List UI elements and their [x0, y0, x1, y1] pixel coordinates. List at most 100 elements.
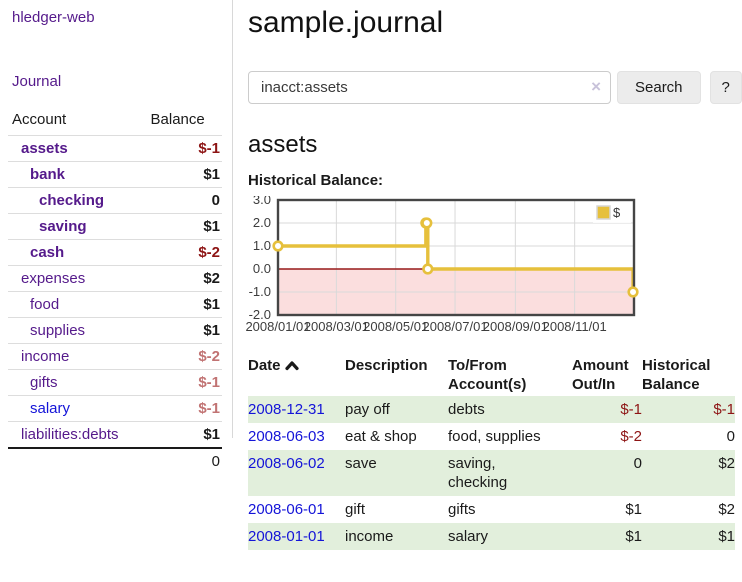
register-header-date[interactable]: Date	[248, 354, 345, 396]
sidebar-account-supplies[interactable]: supplies	[30, 322, 86, 339]
sidebar-account-liabilities-debts[interactable]: liabilities:debts	[21, 426, 119, 443]
chart-data-point	[421, 217, 433, 229]
account-heading: assets	[248, 131, 318, 158]
register-table-body: 2008-12-31 pay off debts $-1 $-1 2008-06-03 ea…	[248, 396, 735, 550]
chart-x-tick-label: 2008/09/01	[483, 319, 548, 334]
sidebar-account-checking[interactable]: checking	[39, 192, 105, 209]
account-name-cell: income	[8, 343, 147, 370]
transaction-accounts: debts	[448, 401, 485, 418]
account-name-cell: saving	[8, 213, 147, 240]
search-button[interactable]: Search	[617, 71, 701, 104]
account-balance: $-1	[146, 369, 222, 396]
account-row: supplies $1	[8, 317, 222, 344]
accounts-total-spacer	[8, 447, 147, 474]
accounts-balance-table: Account Balance assets $-1 bank $1 checking 0…	[8, 106, 222, 474]
transaction-balance: $2	[718, 455, 735, 472]
transaction-balance: $1	[718, 528, 735, 545]
account-balance: $-1	[146, 395, 222, 422]
transaction-balance: 0	[726, 428, 735, 445]
account-name-cell: food	[8, 291, 147, 318]
transaction-row: 2008-01-01 income salary $1 $1	[248, 523, 735, 550]
sidebar-account-gifts[interactable]: gifts	[30, 374, 58, 391]
account-balance: $1	[146, 161, 222, 188]
sidebar-account-assets[interactable]: assets	[21, 140, 68, 157]
account-row: expenses $2	[8, 265, 222, 292]
chart-x-tick-label: 2008/03/01	[304, 319, 369, 334]
search-input[interactable]	[248, 71, 611, 104]
accounts-header-account: Account	[12, 111, 67, 128]
account-name-cell: checking	[8, 187, 147, 214]
transaction-row: 2008-06-03 eat & shop food, supplies $-2 0	[248, 423, 735, 450]
account-balance: $-1	[146, 135, 222, 162]
search-box: ×	[248, 71, 611, 104]
transaction-date-link[interactable]: 2008-01-01	[248, 528, 325, 545]
help-button[interactable]: ?	[709, 71, 742, 104]
account-row: gifts $-1	[8, 369, 222, 396]
register-header-amount: Amount Out/In	[572, 357, 629, 393]
accounts-header-balance: Balance	[150, 111, 205, 128]
chart-x-tick-label: 2008/01/01	[245, 319, 310, 334]
transaction-accounts: food, supplies	[448, 428, 541, 445]
account-name-cell: supplies	[8, 317, 147, 344]
transaction-accounts: salary	[448, 528, 489, 545]
sidebar-item-journal[interactable]: Journal	[12, 73, 62, 90]
sidebar-account-cash[interactable]: cash	[30, 244, 65, 261]
chart-y-tick-label: 0.0	[253, 261, 271, 276]
account-row: saving $1	[8, 213, 222, 240]
sidebar-account-salary[interactable]: salary	[30, 400, 71, 417]
transaction-accounts: saving, checking	[448, 455, 508, 491]
sidebar-account-saving[interactable]: saving	[39, 218, 87, 235]
chart-y-tick-label: -2.0	[249, 307, 271, 322]
transaction-date-cell: 2008-01-01	[248, 523, 345, 550]
app-brand-link[interactable]: hledger-web	[12, 9, 95, 26]
sidebar-account-food[interactable]: food	[30, 296, 60, 313]
sidebar-account-expenses[interactable]: expenses	[21, 270, 86, 287]
account-name-cell: gifts	[8, 369, 147, 396]
transaction-date-cell: 2008-12-31	[248, 396, 345, 423]
transaction-amount: 0	[633, 455, 642, 472]
account-name-cell: bank	[8, 161, 147, 188]
sidebar: hledger-web Journal Account Balance asse…	[0, 0, 233, 474]
chart-data-point	[627, 286, 639, 298]
register-header-description: Description	[345, 357, 428, 374]
account-row: food $1	[8, 291, 222, 318]
account-row: bank $1	[8, 161, 222, 188]
transaction-description: pay off	[345, 401, 390, 418]
accounts-header-row: Account Balance	[8, 106, 222, 136]
main-content: sample.journal × Search ? assets Histori…	[245, 0, 742, 550]
page-title: sample.journal	[248, 6, 444, 39]
date-header-label: Date	[248, 357, 281, 374]
register-header-balance: Historical Balance	[642, 357, 711, 393]
chart-section-label: Historical Balance:	[248, 172, 384, 189]
transaction-date-link[interactable]: 2008-12-31	[248, 401, 325, 418]
account-balance: $1	[146, 421, 222, 448]
transaction-accounts: gifts	[448, 501, 476, 518]
chart-y-tick-label: 2.0	[253, 215, 271, 230]
accounts-table-body: assets $-1 bank $1 checking 0 saving $1 cash $-2 e…	[8, 135, 222, 448]
chart-x-tick-label: 2008/07/01	[422, 319, 487, 334]
sidebar-account-bank[interactable]: bank	[30, 166, 66, 183]
transaction-date-link[interactable]: 2008-06-01	[248, 501, 325, 518]
search-form: × Search ?	[248, 71, 742, 104]
chart-data-point	[272, 240, 284, 252]
sidebar-account-income[interactable]: income	[21, 348, 70, 365]
account-row: salary $-1	[8, 395, 222, 422]
account-balance: $1	[146, 213, 222, 240]
chart-y-tick-label: 1.0	[253, 238, 271, 253]
account-balance: $-2	[146, 343, 222, 370]
account-name-cell: liabilities:debts	[8, 421, 147, 448]
transaction-date-link[interactable]: 2008-06-02	[248, 455, 325, 472]
transaction-row: 2008-12-31 pay off debts $-1 $-1	[248, 396, 735, 423]
transaction-balance: $-1	[713, 401, 735, 418]
transaction-row: 2008-06-01 gift gifts $1 $2	[248, 496, 735, 523]
chart-legend-label: $	[613, 205, 621, 220]
chart-data-point	[422, 263, 434, 275]
transaction-row: 2008-06-02 save saving, checking 0 $2	[248, 450, 735, 496]
transaction-date-link[interactable]: 2008-06-03	[248, 428, 325, 445]
clear-search-icon[interactable]: ×	[591, 77, 601, 96]
chart-border	[276, 198, 636, 317]
chart-x-tick-label: 2008/05/01	[363, 319, 428, 334]
account-row: cash $-2	[8, 239, 222, 266]
transaction-description: income	[345, 528, 394, 545]
account-balance: $1	[146, 317, 222, 344]
